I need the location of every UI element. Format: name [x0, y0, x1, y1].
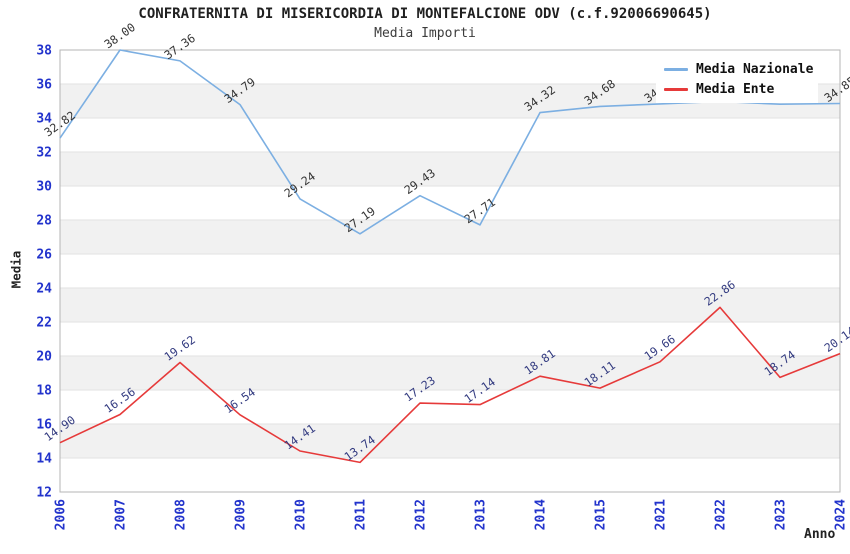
chart-title: CONFRATERNITA DI MISERICORDIA DI MONTEFA… [138, 6, 712, 22]
x-tick-label: 2022 [714, 499, 729, 530]
plot-frame [59, 49, 841, 493]
legend-item-ente: Media Ente [664, 82, 818, 98]
y-tick-label: 12 [36, 486, 52, 501]
y-tick-label: 18 [36, 384, 52, 399]
y-tick-label: 24 [36, 282, 52, 297]
x-tick-label: 2024 [834, 499, 849, 530]
grid-band [60, 220, 840, 254]
legend-label: Media Nazionale [696, 62, 814, 77]
y-tick-label: 14 [36, 452, 52, 467]
y-tick-label: 34 [36, 112, 52, 127]
y-tick-label: 20 [36, 350, 52, 365]
y-tick-label: 36 [36, 78, 52, 93]
x-tick-label: 2011 [354, 499, 369, 530]
y-axis-title: Media [8, 250, 24, 289]
y-tick-label: 26 [36, 248, 52, 263]
grid-band [60, 424, 840, 458]
y-tick-label: 32 [36, 146, 52, 161]
x-tick-label: 2013 [474, 499, 489, 530]
y-tick-label: 38 [36, 44, 52, 59]
x-tick-label: 2010 [294, 499, 309, 530]
x-tick-label: 2007 [114, 499, 129, 530]
chart-legend: Media Nazionale Media Ente [656, 56, 818, 103]
x-tick-label: 2021 [654, 499, 669, 530]
y-tick-label: 16 [36, 418, 52, 433]
x-tick-label: 2012 [414, 499, 429, 530]
x-tick-label: 2014 [534, 499, 549, 530]
x-tick-label: 2006 [54, 499, 69, 530]
data-point-label: 20.14 [822, 324, 850, 355]
ente-line-swatch-icon [664, 88, 688, 91]
legend-item-nazionale: Media Nazionale [664, 62, 818, 78]
y-tick-label: 22 [36, 316, 52, 331]
grid-band [60, 356, 840, 390]
x-tick-label: 2008 [174, 499, 189, 530]
x-tick-label: 2023 [774, 499, 789, 530]
y-tick-label: 30 [36, 180, 52, 195]
x-tick-label: 2009 [234, 499, 249, 530]
nazionale-line-swatch-icon [664, 68, 688, 71]
y-tick-label: 28 [36, 214, 52, 229]
x-tick-label: 2015 [594, 499, 609, 530]
legend-label: Media Ente [696, 82, 775, 97]
grid-band [60, 152, 840, 186]
series-line [59, 306, 841, 464]
chart-subtitle: Media Importi [374, 26, 476, 41]
x-axis-title: Anno [804, 527, 836, 542]
